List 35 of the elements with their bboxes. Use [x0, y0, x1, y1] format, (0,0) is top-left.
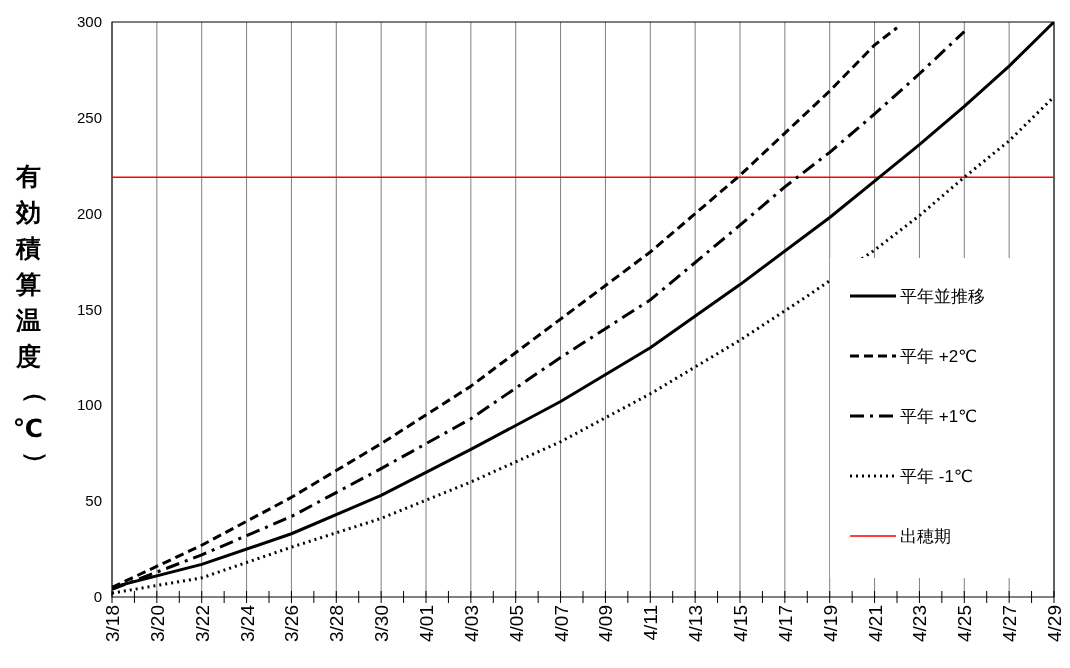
- x-tick-label: 4/15: [730, 605, 751, 642]
- x-tick-label: 4/03: [460, 605, 482, 642]
- y-tick-label: 150: [76, 300, 102, 318]
- x-tick-label: 3/18: [102, 605, 123, 642]
- x-tick-label: 4/27: [999, 605, 1021, 642]
- y-tick-label: 0: [93, 588, 102, 605]
- x-tick-label: 3/20: [146, 605, 168, 642]
- x-tick-label: 3/30: [371, 605, 393, 642]
- x-tick-label: 4/25: [954, 605, 976, 642]
- x-tick-label: 4/21: [864, 605, 886, 642]
- legend-label: 平年並推移: [900, 287, 985, 306]
- y-tick-label: 50: [85, 492, 102, 510]
- x-tick-label: 4/19: [819, 605, 841, 642]
- x-tick-label: 3/22: [191, 605, 213, 642]
- x-tick-label: 3/24: [236, 604, 258, 642]
- y-tick-label: 200: [76, 204, 102, 222]
- x-tick-label: 4/07: [550, 605, 572, 642]
- legend-label: 出穂期: [900, 527, 951, 546]
- x-tick-label: 4/29: [1044, 605, 1065, 642]
- x-tick-label: 3/28: [326, 605, 348, 642]
- x-tick-label: 3/26: [281, 605, 303, 642]
- legend-label: 平年 -1℃: [900, 467, 973, 486]
- x-tick-label: 4/13: [685, 605, 707, 642]
- legend-label: 平年 +1℃: [900, 407, 978, 426]
- text: 有効積算温度（℃）: [12, 162, 51, 476]
- x-tick-label: 4/09: [595, 605, 617, 642]
- x-tick-label: 4/05: [505, 605, 527, 642]
- legend-label: 平年 +2℃: [900, 347, 978, 366]
- x-tick-label: 4/01: [416, 605, 437, 642]
- x-tick-label: 4/17: [774, 605, 796, 642]
- y-tick-label: 100: [76, 396, 102, 414]
- y-tick-label: 250: [76, 108, 102, 126]
- x-tick-label: 4/11: [640, 605, 662, 641]
- x-tick-label: 4/23: [909, 605, 931, 642]
- y-tick-label: 300: [76, 13, 102, 30]
